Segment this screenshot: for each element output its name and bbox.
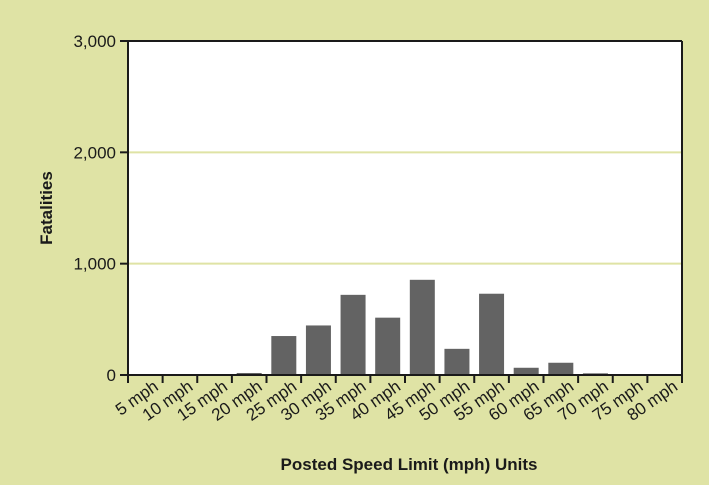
bar	[271, 336, 297, 375]
x-axis-title: Posted Speed Limit (mph) Units	[281, 455, 538, 474]
bars	[167, 279, 678, 375]
bar	[340, 294, 366, 375]
plot-area	[128, 41, 682, 375]
bar	[548, 362, 574, 375]
axes	[120, 40, 683, 383]
bar	[409, 279, 435, 375]
y-tick-label: 1,000	[73, 255, 116, 274]
bar	[375, 317, 401, 375]
y-axis-title: Fatalities	[37, 171, 56, 245]
bar	[236, 372, 262, 375]
gridlines	[128, 151, 682, 265]
bar	[513, 367, 539, 375]
bar	[479, 293, 505, 375]
y-tick-labels: 0 1,000 2,000 3,000	[73, 32, 116, 385]
bar	[305, 325, 331, 375]
y-tick-label: 2,000	[73, 143, 116, 162]
y-tick-label: 0	[107, 366, 116, 385]
y-tick-label: 3,000	[73, 32, 116, 51]
bar	[444, 348, 470, 375]
